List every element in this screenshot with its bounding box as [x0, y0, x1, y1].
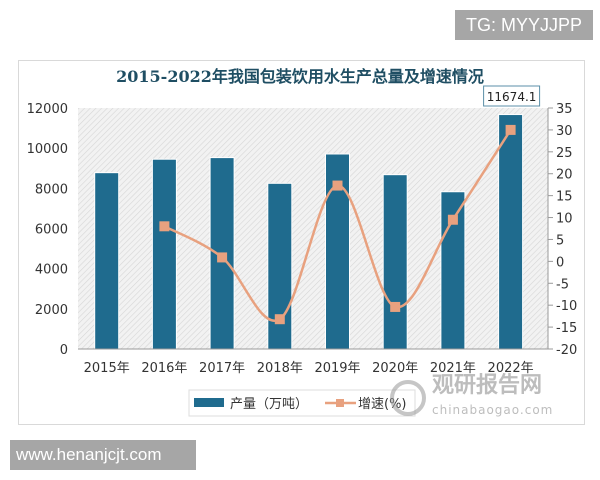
chart-frame [18, 60, 585, 425]
bar-2022年 [498, 114, 524, 350]
bar-2016年 [151, 158, 177, 350]
left-tick-label: 10000 [27, 142, 68, 157]
legend-bar-swatch [194, 398, 224, 407]
left-tick-label: 0 [60, 343, 68, 358]
x-tick-label: 2021年 [430, 361, 476, 376]
right-tick-label: 10 [556, 212, 573, 227]
growth-point-2017年 [217, 252, 228, 263]
x-tick-label: 2019年 [314, 361, 360, 376]
data-label-box [483, 85, 541, 107]
x-tick-label: 2015年 [84, 361, 130, 376]
growth-point-2022年 [505, 124, 516, 135]
x-tick-label: 2018年 [257, 361, 303, 376]
x-tick-label: 2020年 [372, 361, 418, 376]
chart-title: 2015-2022年我国包装饮用水生产总量及增速情况 [116, 67, 484, 86]
growth-point-2016年 [159, 221, 170, 232]
bar-2015年 [94, 172, 120, 350]
legend: 产量（万吨） 增速(%) [188, 389, 416, 417]
right-tick-label: 15 [556, 190, 573, 205]
left-tick-label: 8000 [35, 182, 68, 197]
watermark-tg: TG: MYYJJPP [455, 10, 593, 40]
left-tick-label: 4000 [35, 263, 68, 278]
logo-en: chinabaogao.com [432, 403, 553, 417]
growth-point-2020年 [390, 301, 401, 312]
growth-point-2019年 [332, 180, 343, 191]
right-tick-label: -5 [556, 277, 569, 292]
data-label: 11674.1 [487, 90, 537, 104]
right-tick-label: 35 [556, 102, 573, 117]
right-tick-label: -20 [556, 343, 577, 358]
legend-bar-label: 产量（万吨） [230, 397, 308, 412]
growth-point-2021年 [447, 214, 458, 225]
watermark-site: www.henanjcjt.com [10, 440, 196, 470]
plot-area [78, 108, 548, 349]
right-tick-label: 20 [556, 168, 573, 183]
logo-cn: 观研报告网 [432, 373, 542, 398]
growth-point-2018年 [274, 314, 285, 325]
right-tick-label: 30 [556, 124, 573, 139]
right-tick-label: 25 [556, 146, 573, 161]
chinabaogao-logo: 观研报告网 chinabaogao.com [390, 373, 553, 417]
x-tick-label: 2022年 [488, 361, 534, 376]
right-tick-label: 5 [556, 233, 564, 248]
x-tick-label: 2016年 [141, 361, 187, 376]
right-tick-label: 0 [556, 255, 564, 270]
right-tick-label: -15 [556, 321, 577, 336]
left-tick-label: 6000 [35, 223, 68, 238]
left-tick-label: 12000 [27, 102, 68, 117]
left-tick-label: 2000 [35, 303, 68, 318]
right-tick-label: -10 [556, 299, 577, 314]
bar-2020年 [382, 174, 408, 350]
x-tick-label: 2017年 [199, 361, 245, 376]
